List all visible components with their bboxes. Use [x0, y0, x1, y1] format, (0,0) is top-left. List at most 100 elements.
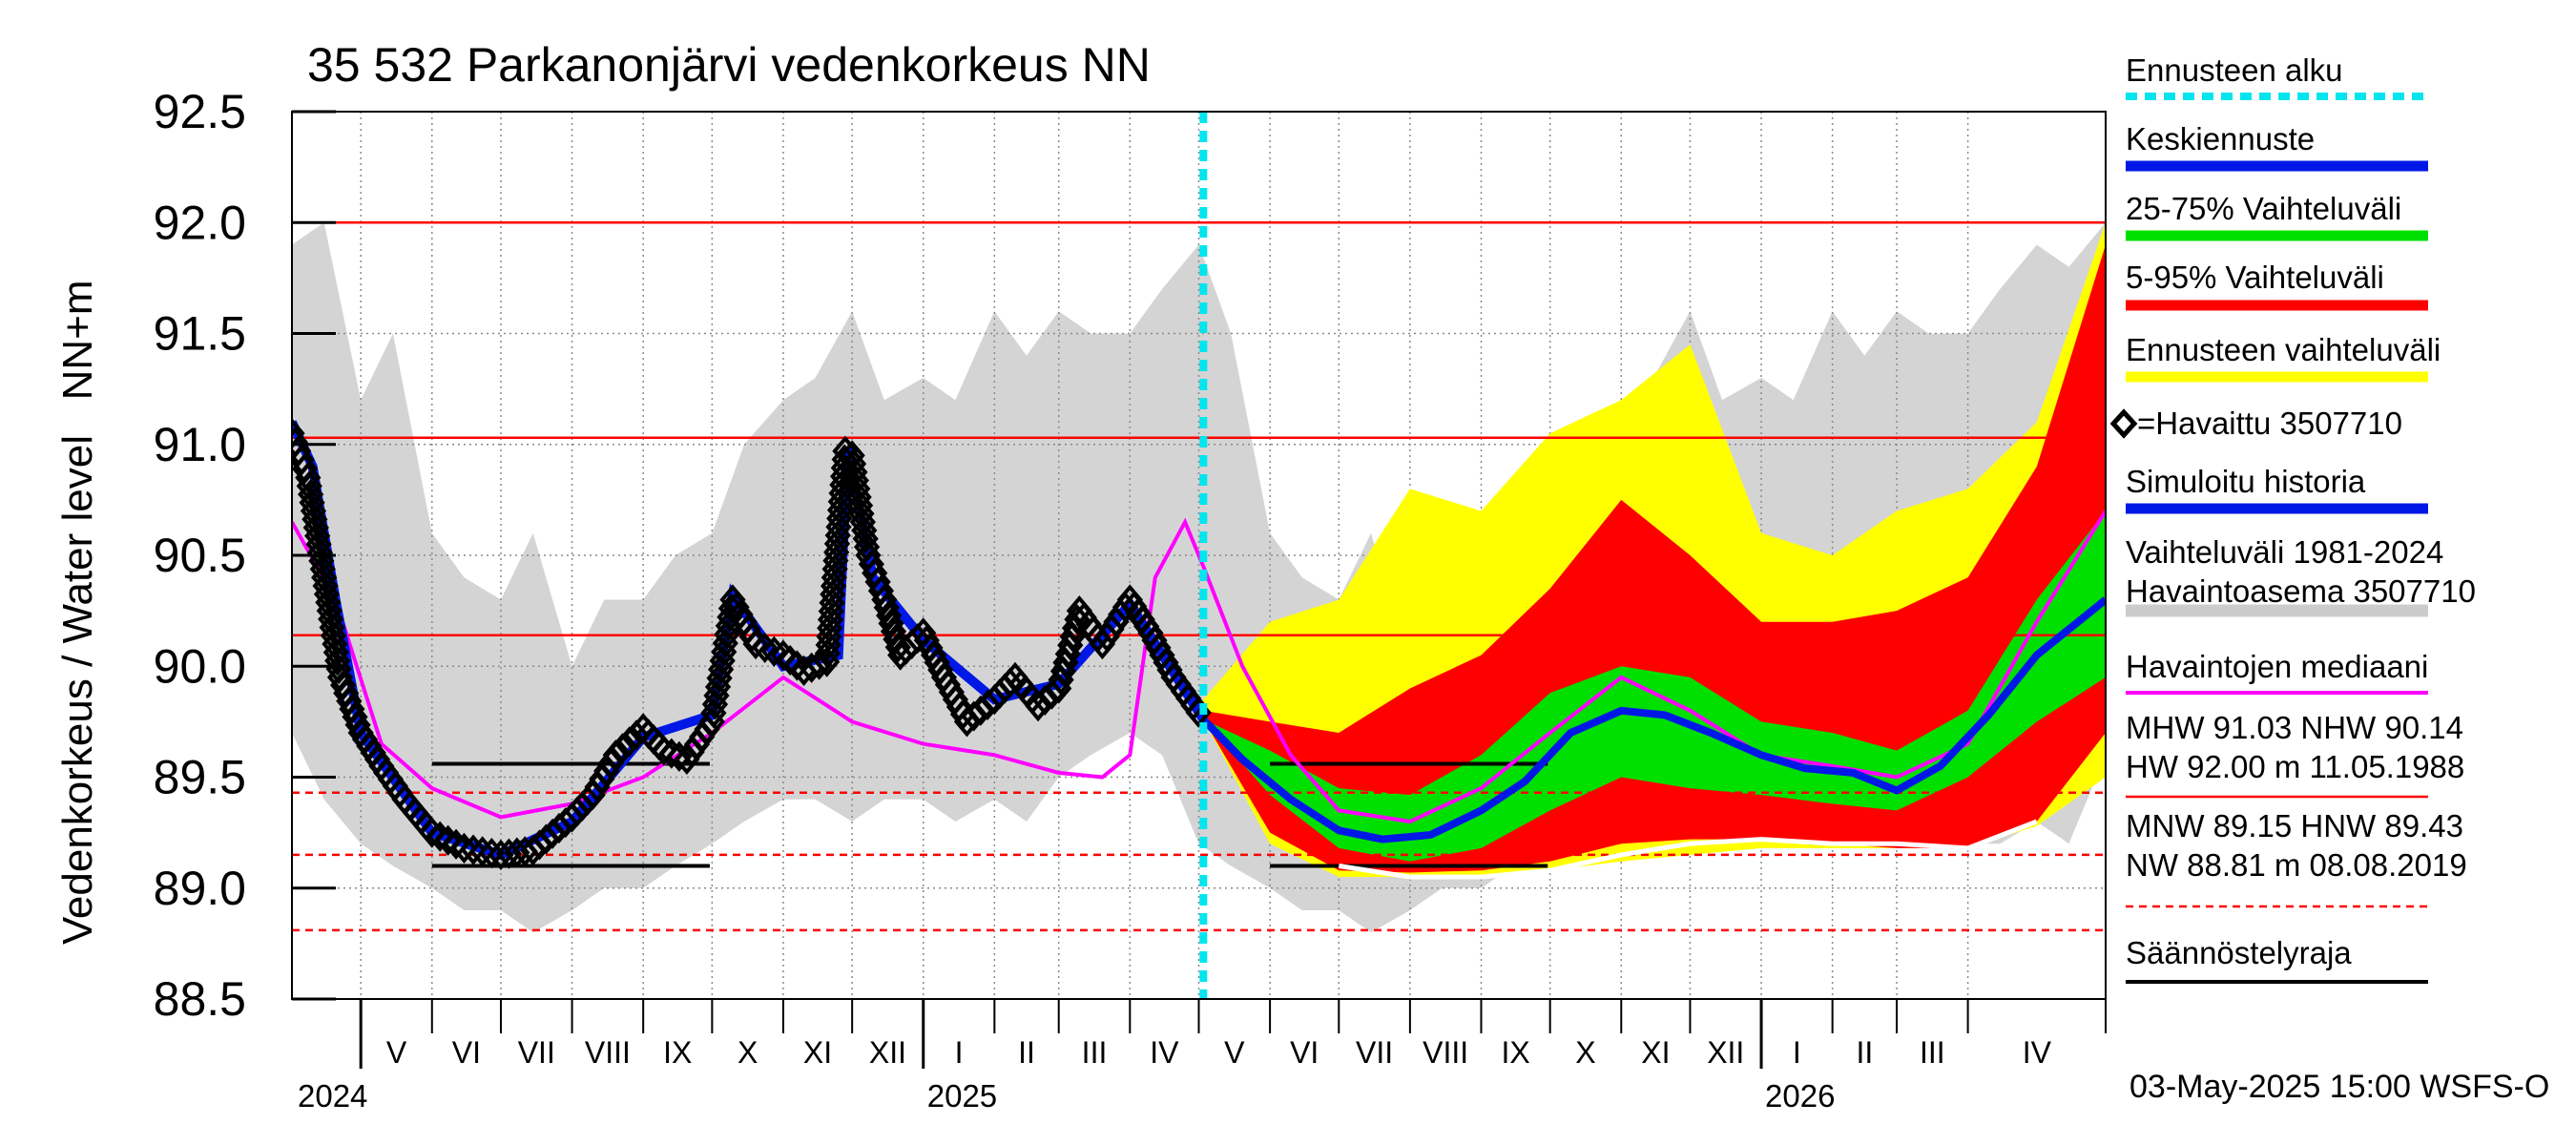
x-month-label: V: [1224, 1035, 1245, 1070]
observed-point: [609, 733, 636, 764]
axes: 88.589.089.590.090.591.091.592.092.5V VI V…: [154, 85, 2107, 1114]
x-month-label: VII: [1356, 1035, 1393, 1070]
observed-point: [846, 489, 874, 521]
y-axis-label: Vedenkorkeus / Water level NN+m: [54, 280, 101, 945]
observed-point: [419, 817, 446, 848]
chart-footer: 03-May-2025 15:00 WSFS-O: [2129, 1069, 2549, 1105]
observed-point: [904, 623, 931, 655]
observed-point: [602, 739, 629, 771]
observed-point: [616, 726, 643, 758]
observed-point: [1031, 684, 1058, 716]
legend-label: MHW 91.03 NHW 90.14: [2126, 710, 2463, 745]
observed-point: [851, 514, 878, 546]
observed-point: [322, 636, 349, 668]
x-month-label: I: [1793, 1035, 1801, 1070]
observed-point: [839, 440, 865, 471]
observed-point: [292, 418, 305, 449]
x-year-label: 2026: [1765, 1078, 1835, 1114]
x-month-label: XII: [869, 1035, 906, 1070]
x-month-label: II: [1856, 1035, 1873, 1070]
y-tick-label: 90.5: [154, 529, 246, 582]
observed-point: [319, 612, 345, 643]
y-tick-label: 91.5: [154, 307, 246, 361]
x-month-label: XI: [1641, 1035, 1670, 1070]
observed-point: [309, 553, 336, 585]
y-tick-label: 89.5: [154, 751, 246, 804]
legend-label: Ennusteen vaihteluväli: [2126, 332, 2441, 367]
x-month-label: X: [1575, 1035, 1595, 1070]
x-month-label: V: [386, 1035, 407, 1070]
plot-content: [292, 112, 2106, 999]
observed-point: [848, 498, 875, 530]
chart-title: 35 532 Parkanonjärvi vedenkorkeus NN: [307, 38, 1151, 92]
observed-point: [844, 473, 871, 505]
x-year-label: 2025: [927, 1078, 997, 1114]
observed-point: [435, 824, 462, 856]
y-tick-label: 92.0: [154, 196, 246, 249]
observed-point: [322, 628, 348, 660]
observed-point: [295, 462, 322, 493]
observed-point: [324, 645, 351, 677]
legend-label: 5-95% Vaihteluväli: [2126, 260, 2384, 295]
legend-label: Havaintojen mediaani: [2126, 649, 2428, 684]
legend-label: NW 88.81 m 08.08.2019: [2126, 847, 2467, 883]
observed-point: [316, 595, 343, 627]
observed-series: [292, 418, 1212, 870]
observed-point: [841, 456, 868, 488]
y-tick-label: 92.5: [154, 85, 246, 138]
x-month-label: IV: [1150, 1035, 1179, 1070]
observed-point: [300, 495, 327, 527]
observed-point: [840, 448, 867, 480]
observed-point: [1111, 592, 1139, 623]
legend-label: Simuloitu historia: [2126, 464, 2366, 499]
observed-point: [450, 832, 478, 864]
x-month-label: IV: [2023, 1035, 2052, 1070]
observed-point: [842, 465, 869, 496]
observed-point: [426, 821, 453, 852]
legend-label: 25-75% Vaihteluväli: [2126, 191, 2401, 226]
x-month-label: VII: [518, 1035, 555, 1070]
x-month-label: XII: [1707, 1035, 1744, 1070]
x-month-label: III: [1082, 1035, 1108, 1070]
observed-point: [478, 838, 505, 869]
legend-label: Keskiennuste: [2126, 121, 2315, 156]
legend-swatch-diamond: [2109, 408, 2138, 439]
observed-point: [312, 570, 339, 602]
observed-point: [299, 487, 325, 518]
legend-label: Havaintoasema 3507710: [2126, 573, 2476, 609]
observed-point: [460, 834, 487, 865]
y-tick-label: 90.0: [154, 639, 246, 693]
x-month-label: VIII: [585, 1035, 631, 1070]
x-month-label: II: [1018, 1035, 1035, 1070]
observed-point: [666, 740, 693, 772]
x-month-label: IX: [663, 1035, 692, 1070]
plot-area: [292, 112, 2106, 999]
observed-point: [770, 639, 797, 671]
x-month-label: X: [737, 1035, 758, 1070]
observed-point: [651, 735, 677, 766]
observed-point: [318, 603, 344, 635]
band-5-95: [1203, 244, 2106, 873]
x-month-label: XI: [803, 1035, 832, 1070]
observed-point: [320, 620, 347, 652]
observed-point: [443, 828, 469, 860]
x-month-label: III: [1920, 1035, 1945, 1070]
x-month-label: VIII: [1423, 1035, 1468, 1070]
observed-point: [301, 504, 328, 535]
observed-point: [878, 608, 904, 639]
observed-point: [306, 536, 334, 569]
y-tick-label: 91.0: [154, 418, 246, 471]
observed-point: [871, 584, 898, 615]
x-month-label: VI: [1290, 1035, 1319, 1070]
observed-point: [658, 738, 685, 769]
legend-label: Vaihteluväli 1981-2024: [2126, 534, 2443, 570]
x-year-label: 2024: [298, 1078, 367, 1114]
simulated-lower-line: [1338, 819, 2038, 880]
observed-point: [873, 592, 900, 623]
x-month-label: I: [955, 1035, 964, 1070]
legend-label: Säännöstelyraja: [2126, 935, 2352, 970]
observed-point: [806, 649, 833, 680]
x-month-label: IX: [1501, 1035, 1529, 1070]
observed-point: [845, 481, 872, 513]
